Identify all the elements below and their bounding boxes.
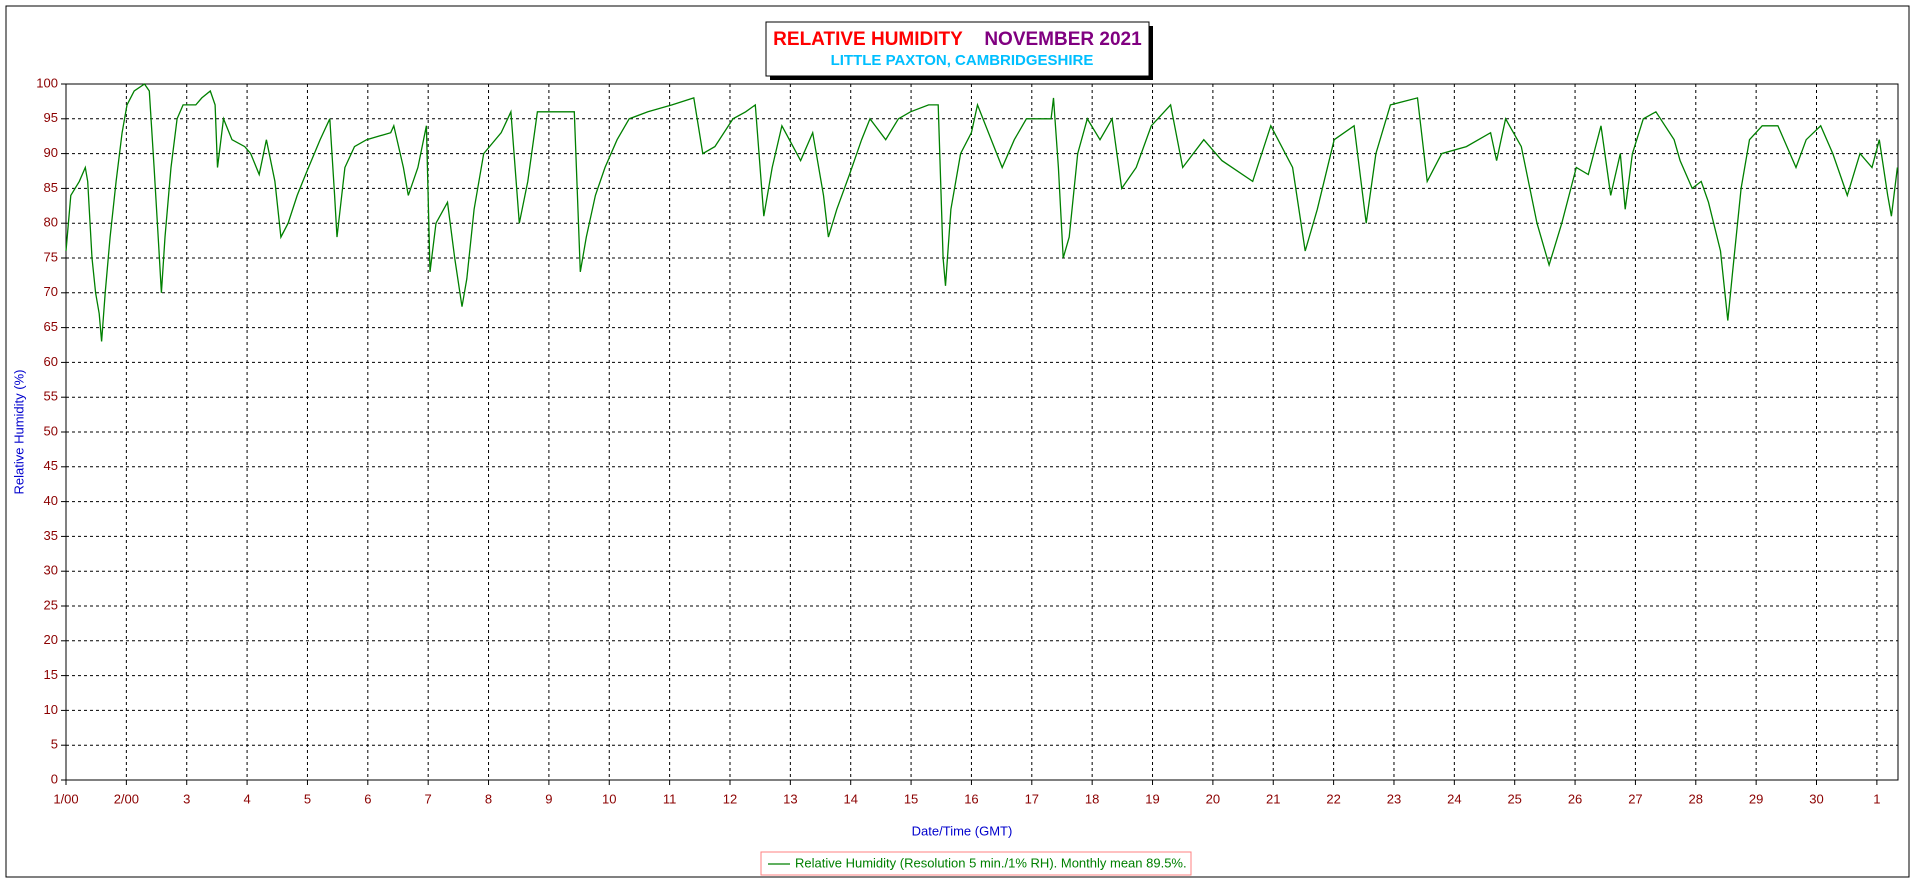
chart-period: NOVEMBER 2021 (984, 29, 1142, 50)
y-tick-label: 90 (44, 145, 58, 160)
x-tick-label: 23 (1387, 791, 1401, 806)
x-tick-label: 27 (1628, 791, 1642, 806)
x-tick-label: 3 (183, 791, 190, 806)
y-tick-label: 5 (51, 737, 58, 752)
x-tick-label: 2/00 (114, 791, 139, 806)
y-tick-label: 75 (44, 249, 58, 264)
frame (5, 5, 1910, 878)
y-tick-label: 30 (44, 563, 58, 578)
y-tick-label: 60 (44, 354, 58, 369)
x-tick-label: 12 (723, 791, 737, 806)
x-tick-label: 28 (1689, 791, 1703, 806)
y-tick-label: 45 (44, 458, 58, 473)
x-tick-label: 8 (485, 791, 492, 806)
chart-title: RELATIVE HUMIDITY (773, 29, 963, 50)
y-tick-label: 55 (44, 389, 58, 404)
y-tick-label: 50 (44, 423, 58, 438)
x-tick-label: 24 (1447, 791, 1461, 806)
x-tick-label: 13 (783, 791, 797, 806)
y-tick-label: 40 (44, 493, 58, 508)
x-tick-label: 20 (1206, 791, 1220, 806)
y-tick-label: 10 (44, 702, 58, 717)
x-tick-label: 17 (1025, 791, 1039, 806)
y-tick-label: 85 (44, 180, 58, 195)
x-tick-label: 18 (1085, 791, 1099, 806)
x-tick-label: 25 (1507, 791, 1521, 806)
y-axis-label: Relative Humidity (%) (11, 370, 26, 495)
y-tick-label: 80 (44, 215, 58, 230)
x-tick-label: 16 (964, 791, 978, 806)
legend (760, 851, 1192, 876)
x-tick-label: 5 (304, 791, 311, 806)
plot-area (65, 83, 1899, 781)
x-tick-label: 21 (1266, 791, 1280, 806)
y-tick-label: 20 (44, 632, 58, 647)
x-tick-label: 11 (663, 791, 677, 806)
x-tick-label: 26 (1568, 791, 1582, 806)
x-tick-label: 6 (364, 791, 371, 806)
y-tick-label: 95 (44, 110, 58, 125)
x-tick-label: 22 (1326, 791, 1340, 806)
x-tick-label: 14 (843, 791, 857, 806)
x-tick-label: 1/00 (53, 791, 78, 806)
x-tick-label: 4 (243, 791, 250, 806)
x-tick-label: 29 (1749, 791, 1763, 806)
chart-subtitle: LITTLE PAXTON, CAMBRIDGESHIRE (831, 52, 1094, 69)
x-tick-label: 19 (1145, 791, 1159, 806)
x-tick-label: 9 (545, 791, 552, 806)
y-tick-label: 70 (44, 284, 58, 299)
x-tick-label: 1 (1873, 791, 1880, 806)
data-line (65, 83, 1899, 342)
x-tick-label: 30 (1809, 791, 1823, 806)
title-box (765, 21, 1150, 77)
y-tick-label: 100 (36, 75, 58, 90)
y-tick-label: 15 (44, 667, 58, 682)
y-tick-label: 65 (44, 319, 58, 334)
x-axis-label: Date/Time (GMT) (912, 823, 1013, 838)
y-tick-label: 25 (44, 597, 58, 612)
x-tick-label: 15 (904, 791, 918, 806)
y-tick-label: 35 (44, 528, 58, 543)
y-tick-label: 0 (51, 771, 58, 786)
legend-label: Relative Humidity (Resolution 5 min./1% … (795, 855, 1187, 870)
x-tick-label: 10 (602, 791, 616, 806)
x-tick-label: 7 (425, 791, 432, 806)
